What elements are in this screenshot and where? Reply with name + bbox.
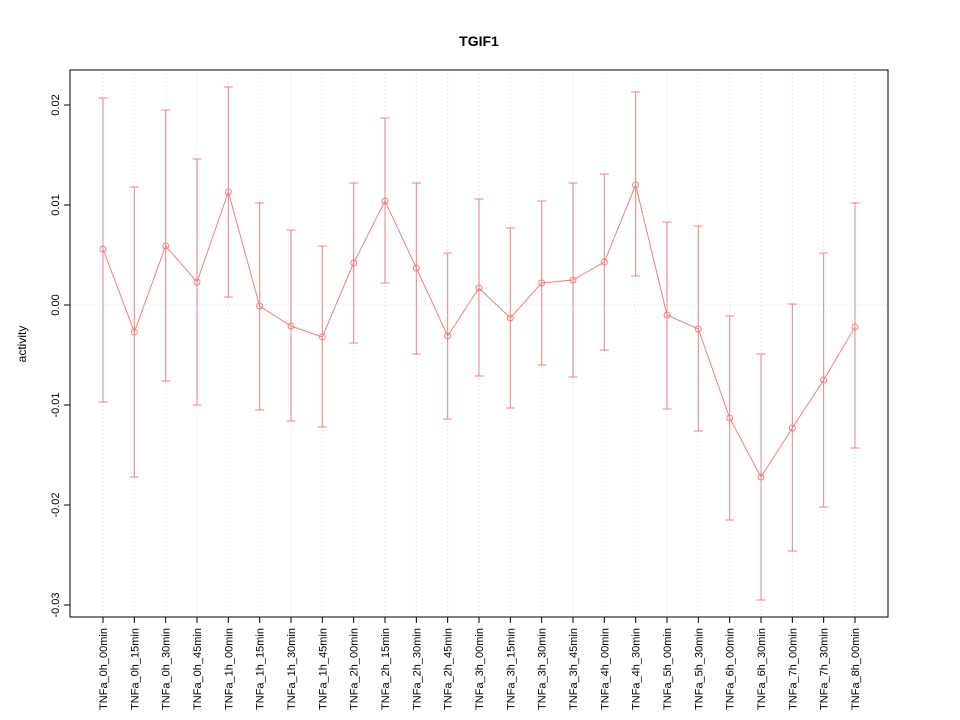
x-tick-label: TNFa_0h_00min xyxy=(98,628,110,710)
data-point xyxy=(99,245,107,253)
data-point xyxy=(632,181,640,189)
x-tick-label: TNFa_0h_15min xyxy=(129,628,141,710)
x-tick-label: TNFa_1h_45min xyxy=(317,628,329,710)
x-tick-label: TNFa_7h_30min xyxy=(819,628,831,710)
chart-title: TGIF1 xyxy=(459,33,499,49)
x-tick-label: TNFa_3h_30min xyxy=(537,628,549,710)
x-tick-label: TNFa_7h_00min xyxy=(787,628,799,710)
x-tick-label: TNFa_3h_00min xyxy=(474,628,486,710)
y-tick-label: 0.01 xyxy=(50,194,62,215)
x-tick-label: TNFa_5h_00min xyxy=(662,628,674,710)
x-tick-label: TNFa_1h_30min xyxy=(286,628,298,710)
x-tick-label: TNFa_1h_00min xyxy=(223,628,235,710)
data-point xyxy=(475,284,483,292)
data-point xyxy=(757,473,765,481)
x-tick-label: TNFa_2h_15min xyxy=(380,628,392,710)
series-line xyxy=(102,183,856,478)
data-point xyxy=(412,264,420,272)
data-point xyxy=(444,332,452,340)
x-tick-label: TNFa_0h_30min xyxy=(161,628,173,710)
data-point xyxy=(726,414,734,422)
x-tick-label: TNFa_4h_00min xyxy=(599,628,611,710)
y-tick-label: 0.00 xyxy=(50,294,62,315)
data-point xyxy=(162,242,170,250)
y-tick-label: -0.02 xyxy=(50,492,62,517)
y-tick-label: 0.02 xyxy=(50,94,62,115)
data-point xyxy=(600,258,608,266)
x-tick-label: TNFa_5h_30min xyxy=(693,628,705,710)
data-point xyxy=(694,325,702,333)
data-point xyxy=(506,314,514,322)
data-point xyxy=(851,323,859,331)
data-point xyxy=(287,322,295,330)
x-tick-label: TNFa_1h_15min xyxy=(255,628,267,710)
data-point xyxy=(381,197,389,205)
x-tick-label: TNFa_2h_00min xyxy=(349,628,361,710)
plot-area: -0.03 -0.02 -0.01 0.00 0.01 0.02 TNFa_0h_00min… xyxy=(50,69,889,710)
x-tick-label: TNFa_6h_30min xyxy=(756,628,768,710)
data-point xyxy=(224,188,232,196)
x-tick-label: TNFa_8h_00min xyxy=(850,628,862,710)
y-tick-label: -0.01 xyxy=(50,392,62,417)
data-point xyxy=(663,311,671,319)
x-tick-label: TNFa_2h_45min xyxy=(443,628,455,710)
x-tick-label: TNFa_2h_30min xyxy=(411,628,423,710)
x-tick-label: TNFa_0h_45min xyxy=(192,628,204,710)
data-point xyxy=(569,276,577,284)
data-point xyxy=(820,376,828,384)
x-tick-label: TNFa_6h_00min xyxy=(725,628,737,710)
data-point xyxy=(318,333,326,341)
data-point xyxy=(788,424,796,432)
data-point xyxy=(193,278,201,286)
x-tick-label: TNFa_3h_45min xyxy=(568,628,580,710)
x-tick-label: TNFa_4h_30min xyxy=(631,628,643,710)
y-axis-label: activity xyxy=(15,326,29,363)
y-tick-label: -0.03 xyxy=(50,592,62,617)
data-point xyxy=(256,302,264,310)
data-point xyxy=(538,279,546,287)
data-point xyxy=(130,328,138,336)
data-point xyxy=(350,259,358,267)
x-tick-label: TNFa_3h_15min xyxy=(505,628,517,710)
